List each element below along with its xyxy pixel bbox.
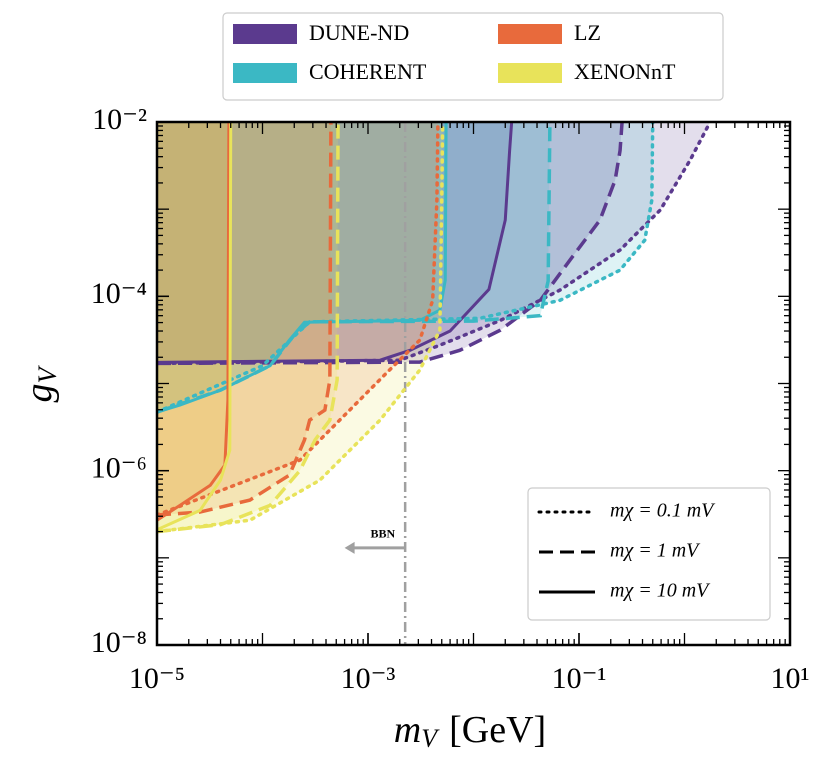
curve (157, 122, 448, 414)
legend-label: COHERENT (309, 59, 427, 84)
fills (157, 122, 711, 532)
exclusion-region (157, 122, 623, 364)
y-label-sub: V (33, 364, 62, 383)
curve (157, 122, 440, 517)
exclusion-region (157, 122, 229, 521)
exclusion-region (157, 122, 711, 364)
legend-swatch (498, 24, 562, 44)
legend-label: LZ (574, 20, 601, 45)
x-tick-label: 10⁻⁵ (129, 662, 185, 695)
curve (157, 122, 514, 364)
legend-label: XENONnT (574, 59, 676, 84)
x-axis-label: mV [GeV] (394, 709, 546, 753)
curve (157, 122, 712, 366)
y-axis-label: gV (18, 364, 62, 402)
y-tick-label: 10⁻⁴ (91, 277, 147, 310)
legend-swatch (233, 63, 297, 83)
x-label-symbol: m (394, 709, 421, 751)
curve (157, 122, 624, 366)
y-tick-label: 10⁻² (92, 103, 147, 136)
exclusion-region (157, 122, 512, 363)
x-tick-label: 10⁻³ (341, 662, 396, 695)
legend-swatch (498, 63, 562, 83)
exclusion-region (157, 122, 550, 413)
legend-swatch (233, 24, 297, 44)
exclusion-region (157, 122, 339, 532)
x-label-sub: V (421, 724, 440, 753)
plot-frame (155, 120, 792, 647)
curve (157, 122, 333, 517)
y-tick-label: 10⁻⁶ (91, 452, 147, 485)
curve (157, 122, 445, 534)
y-label-symbol: g (18, 383, 60, 402)
y-tick-label: 10⁻⁸ (91, 626, 147, 659)
bbn-arrowhead (344, 541, 355, 554)
x-label-unit: [GeV] (449, 709, 546, 751)
curve (157, 122, 231, 522)
lines (157, 122, 712, 534)
bbn-label: BBN (371, 527, 396, 541)
curve (157, 122, 233, 532)
x-tick-label: 10¹ (771, 662, 810, 695)
curve (157, 122, 340, 534)
legend-label: DUNE-ND (309, 20, 409, 45)
style-legend-label: mχ = 0.1 mV (610, 500, 716, 522)
x-tick-label: 10⁻¹ (552, 662, 607, 695)
style-legend-label: mχ = 10 mV (610, 580, 711, 602)
style-legend-box (527, 487, 771, 621)
legend-box (222, 12, 724, 101)
curve (157, 122, 655, 414)
style-legend-label: mχ = 1 mV (610, 540, 701, 562)
exclusion-region (157, 122, 231, 530)
exclusion-region (157, 122, 331, 516)
